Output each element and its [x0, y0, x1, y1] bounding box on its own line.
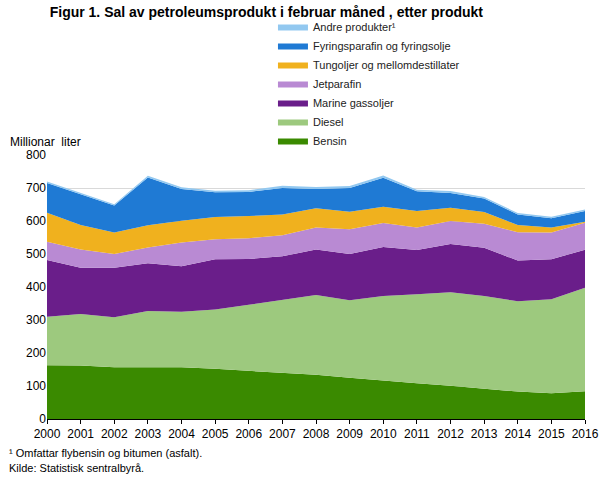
svg-text:Fyringsparafin og fyringsolje: Fyringsparafin og fyringsolje — [313, 40, 451, 52]
svg-text:¹ Omfattar flybensin og bitume: ¹ Omfattar flybensin og bitumen (asfalt)… — [9, 447, 202, 459]
svg-text:700: 700 — [26, 181, 46, 195]
svg-text:2002: 2002 — [101, 427, 128, 441]
svg-text:0: 0 — [39, 412, 46, 426]
svg-text:Diesel: Diesel — [313, 116, 344, 128]
svg-text:Jetparafin: Jetparafin — [313, 78, 361, 90]
svg-text:2014: 2014 — [504, 427, 531, 441]
svg-text:2000: 2000 — [34, 427, 61, 441]
svg-text:2001: 2001 — [67, 427, 94, 441]
svg-text:2006: 2006 — [235, 427, 262, 441]
svg-text:2016: 2016 — [572, 427, 599, 441]
svg-text:2011: 2011 — [404, 427, 430, 441]
svg-text:Tungoljer og mellomdestillater: Tungoljer og mellomdestillater — [313, 59, 460, 71]
svg-text:Andre produkter¹: Andre produkter¹ — [313, 21, 396, 33]
svg-text:Kilde: Statistisk sentralbyrå.: Kilde: Statistisk sentralbyrå. — [9, 462, 144, 474]
svg-text:2003: 2003 — [135, 427, 162, 441]
svg-text:2004: 2004 — [168, 427, 195, 441]
svg-text:2010: 2010 — [370, 427, 397, 441]
svg-text:Millionar liter: Millionar liter — [10, 135, 81, 149]
svg-text:2005: 2005 — [202, 427, 229, 441]
svg-text:300: 300 — [26, 313, 46, 327]
svg-text:Marine gassoljer: Marine gassoljer — [313, 97, 394, 109]
svg-text:800: 800 — [26, 148, 46, 162]
svg-text:500: 500 — [26, 247, 46, 261]
svg-text:2008: 2008 — [303, 427, 330, 441]
svg-text:2009: 2009 — [336, 427, 363, 441]
svg-text:2007: 2007 — [269, 427, 296, 441]
svg-text:Figur 1. Sal av petroleumsprod: Figur 1. Sal av petroleumsprodukt i febr… — [50, 4, 484, 20]
svg-text:400: 400 — [26, 280, 46, 294]
svg-text:100: 100 — [26, 379, 46, 393]
svg-text:Bensin: Bensin — [313, 135, 347, 147]
svg-text:600: 600 — [26, 214, 46, 228]
svg-text:2012: 2012 — [437, 427, 464, 441]
svg-text:2015: 2015 — [538, 427, 565, 441]
svg-text:200: 200 — [26, 346, 46, 360]
svg-text:2013: 2013 — [471, 427, 498, 441]
